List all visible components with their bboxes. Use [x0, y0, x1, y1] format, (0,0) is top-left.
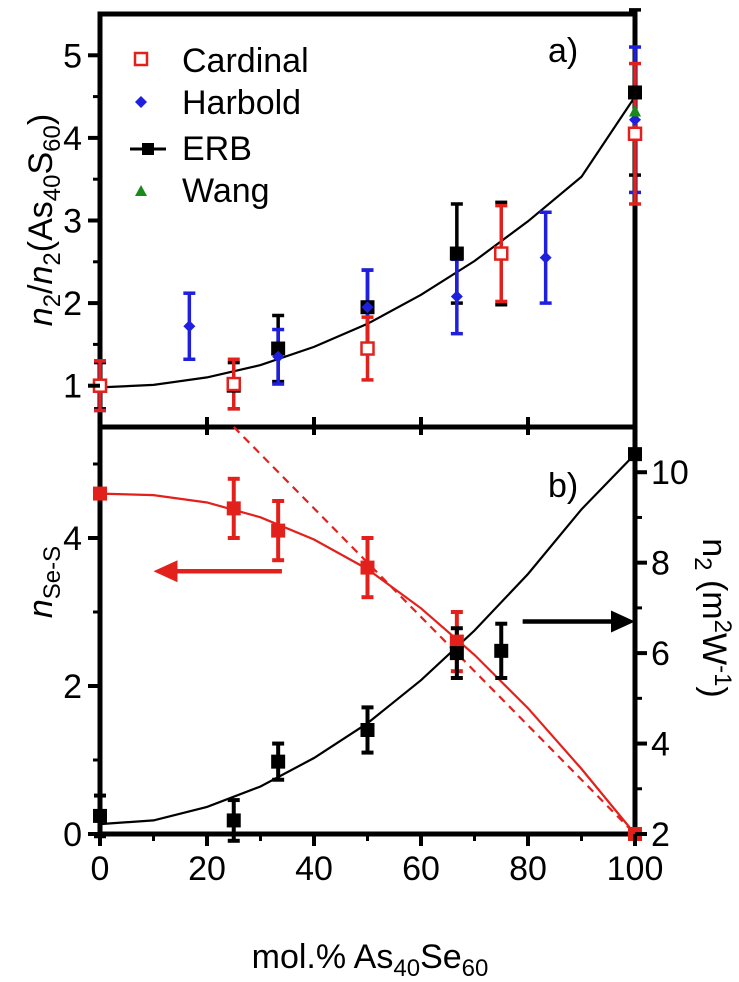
- data-point-square: [93, 808, 107, 823]
- y-tick-label: 5: [63, 37, 82, 75]
- data-point-square: [226, 501, 241, 516]
- xlabel-text: Se: [420, 938, 462, 976]
- legend-label-erb: ERB: [182, 130, 252, 168]
- y-tick-label-right: 8: [651, 545, 670, 583]
- ylabel-text: W: [695, 633, 733, 665]
- xlabel-text: mol.% As: [252, 938, 394, 976]
- y-tick-label: 1: [63, 368, 82, 406]
- data-point-square: [628, 85, 642, 100]
- data-point-square: [628, 447, 642, 462]
- y-tick-label: 4: [63, 520, 82, 558]
- y-tick-label: 2: [63, 285, 82, 323]
- x-tick-label: 40: [295, 850, 333, 888]
- y-tick-label-right: 6: [651, 635, 670, 673]
- ylabel-text: ): [22, 114, 60, 125]
- panel-a-tag: a): [548, 32, 578, 70]
- legend-item-cardinal: Cardinal: [133, 42, 309, 80]
- data-point-diamond: [272, 350, 285, 363]
- ylabel-sub: 2: [689, 557, 716, 570]
- legend-marker-diamond: [135, 96, 147, 108]
- legend-item-harbold: Harbold: [135, 84, 301, 122]
- data-point-diamond: [183, 320, 196, 333]
- x-tick-label: 60: [402, 850, 440, 888]
- y-tick-label: 0: [63, 816, 82, 854]
- x-axis-title: mol.% As40Se60: [252, 938, 489, 982]
- data-point-square: [449, 646, 464, 661]
- data-point-square: [271, 754, 286, 769]
- data-point-diamond: [361, 301, 374, 314]
- ylabel-sub: 2: [39, 252, 66, 265]
- legend-item-wang: Wang: [135, 172, 270, 210]
- data-point-open-square: [627, 126, 643, 142]
- data-point-diamond: [539, 251, 552, 264]
- ylabel-text: n: [695, 538, 733, 557]
- y-tick-label: 2: [63, 668, 82, 706]
- x-tick-label: 20: [188, 850, 226, 888]
- legend-label-harbold: Harbold: [182, 84, 301, 122]
- ylabel-sub: 40: [39, 175, 66, 202]
- data-point-diamond: [450, 290, 463, 303]
- arrow-head: [611, 610, 635, 633]
- ylabel-sub: 2: [39, 294, 66, 307]
- ylabel-text: (m: [695, 571, 733, 620]
- x-tick-label: 100: [607, 850, 664, 888]
- panel-b-tag: b): [548, 467, 578, 505]
- ylabel-text: ): [695, 686, 733, 697]
- legend-marker-triangle: [135, 185, 147, 196]
- panel-b-ylabel-left: nSe-S: [22, 546, 66, 618]
- legend-item-erb: ERB: [130, 130, 252, 168]
- y-tick-label: 3: [63, 203, 82, 241]
- ylabel-sub: Se-S: [39, 546, 66, 599]
- data-point-square: [360, 722, 375, 737]
- panel-b-ylabel-right: n2 (m2W-1): [689, 538, 736, 698]
- data-point-square: [271, 341, 286, 356]
- data-point-square: [494, 643, 509, 658]
- fit-curve-right: [99, 453, 636, 826]
- xlabel-sub: 40: [393, 955, 420, 982]
- y-tick-label: 4: [63, 120, 82, 158]
- ylabel-slash: /: [22, 284, 60, 294]
- data-point-square: [360, 560, 375, 575]
- legend-label-cardinal: Cardinal: [182, 42, 309, 80]
- y-tick-label-right: 4: [651, 726, 670, 764]
- legend-marker-filled-square: [142, 143, 154, 155]
- legend-marker-open-square: [133, 51, 149, 67]
- data-point-square: [93, 486, 107, 501]
- ylabel-sub: 60: [39, 125, 66, 152]
- data-point-open-square: [360, 341, 375, 356]
- ylabel-n-italic: n: [22, 307, 60, 326]
- data-point-square: [449, 634, 464, 649]
- ylabel-text: S: [22, 152, 60, 175]
- y-tick-label-right: 2: [651, 816, 670, 854]
- data-point-open-square: [226, 376, 241, 392]
- panel-a-ylabel: n2/n2(As40S60): [22, 114, 66, 326]
- arrow-head: [153, 560, 178, 583]
- dashed-line: [233, 426, 636, 835]
- legend-label-wang: Wang: [182, 172, 270, 210]
- ylabel-n-italic: n: [22, 599, 60, 618]
- panel-b-plot: [93, 426, 642, 843]
- data-point-square: [449, 246, 464, 261]
- ylabel-sup: 2: [709, 620, 736, 633]
- ylabel-text: (As: [22, 201, 60, 252]
- data-point-triangle: [629, 104, 641, 117]
- xlabel-sub: 60: [462, 955, 489, 982]
- ylabel-n-italic: n: [22, 266, 60, 285]
- data-point-open-square: [494, 246, 509, 261]
- x-tick-label: 80: [509, 850, 547, 888]
- x-tick-label: 0: [91, 850, 110, 888]
- data-point-square: [226, 813, 241, 828]
- legend: Cardinal Harbold ERB Wang: [130, 42, 309, 210]
- data-point-diamond: [629, 113, 641, 126]
- y-tick-label-right: 10: [651, 454, 689, 492]
- data-point-square: [271, 523, 286, 538]
- ylabel-sup: -1: [709, 665, 736, 686]
